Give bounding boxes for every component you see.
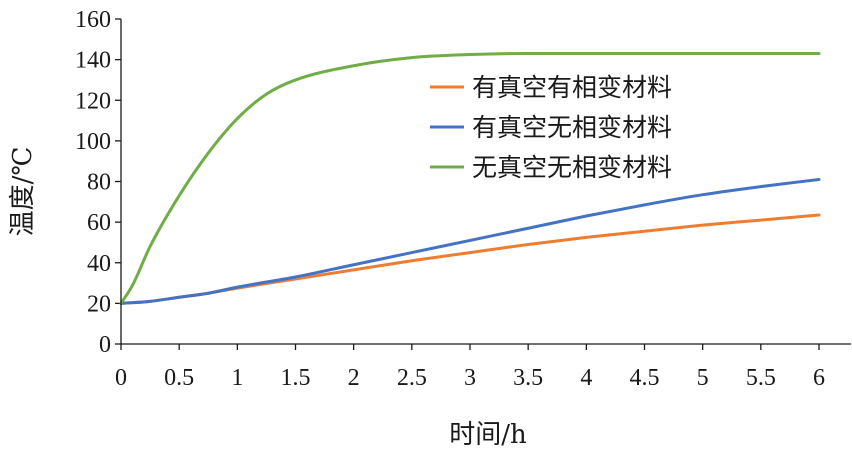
series-line-2 xyxy=(119,177,821,305)
y-tick-label: 20 xyxy=(87,291,111,317)
x-tick-label: 0 xyxy=(115,365,127,391)
y-axis-title: 温度/℃ xyxy=(8,147,38,237)
x-tick-label: 1.5 xyxy=(281,365,311,391)
x-tick-label: 6 xyxy=(813,365,825,391)
x-tick-label: 3 xyxy=(464,365,476,391)
y-tick-label: 160 xyxy=(75,7,111,33)
y-tick-label: 80 xyxy=(87,170,111,196)
y-axis-ticks: 0 20 40 60 80 100 120 140 160 xyxy=(75,7,121,358)
x-tick-label: 5 xyxy=(697,365,709,391)
y-tick-label: 140 xyxy=(75,48,111,74)
y-tick-label: 100 xyxy=(75,129,111,155)
legend-label-1: 有真空有相变材料 xyxy=(472,73,672,102)
y-tick-label: 40 xyxy=(87,251,111,277)
x-tick-label: 5.5 xyxy=(746,365,776,391)
x-tick-label: 4 xyxy=(580,365,592,391)
series-line-3 xyxy=(119,52,821,305)
y-tick-label: 0 xyxy=(99,332,111,358)
x-axis-title: 时间/h xyxy=(449,420,527,450)
x-tick-label: 2.5 xyxy=(397,365,427,391)
x-tick-label: 1 xyxy=(231,365,243,391)
legend-label-3: 无真空无相变材料 xyxy=(472,153,672,182)
x-tick-label: 4.5 xyxy=(630,365,660,391)
y-tick-label: 120 xyxy=(75,88,111,114)
x-axis-ticks: 0 0.5 1 1.5 2 2.5 3 3.5 4 4.5 5 5.5 6 xyxy=(115,344,825,391)
x-tick-label: 0.5 xyxy=(164,365,194,391)
legend-label-2: 有真空无相变材料 xyxy=(472,113,672,142)
series-group xyxy=(119,52,821,305)
x-tick-label: 3.5 xyxy=(513,365,543,391)
y-tick-label: 60 xyxy=(87,210,111,236)
x-tick-label: 2 xyxy=(348,365,360,391)
